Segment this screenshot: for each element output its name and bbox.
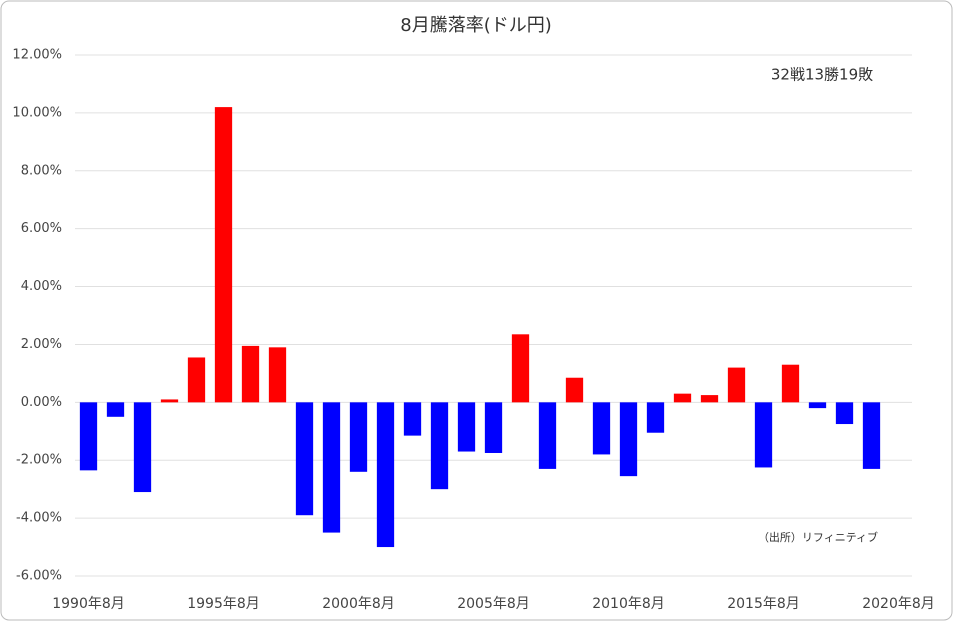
bar (619, 402, 638, 477)
y-tick-label: -6.00% (16, 569, 62, 584)
x-tick-label: 2010年8月 (592, 596, 665, 612)
source-note: （出所）リフィニティブ (758, 530, 878, 544)
bar (781, 364, 800, 403)
bar (430, 402, 449, 490)
y-tick-label: 12.00% (12, 48, 62, 63)
y-tick-label: -2.00% (16, 453, 62, 468)
bar (187, 357, 206, 403)
y-tick-label: 0.00% (21, 395, 62, 410)
y-tick-label: 4.00% (21, 279, 62, 294)
x-tick-label: 2020年8月 (862, 596, 935, 612)
bar (295, 402, 314, 516)
bar (376, 402, 395, 548)
bar (862, 402, 881, 469)
bar (592, 402, 611, 455)
bar (322, 402, 341, 533)
bar (835, 402, 854, 425)
bar (484, 402, 503, 453)
chart-title: 8月騰落率(ドル円) (400, 15, 552, 36)
bar (808, 402, 827, 409)
bar (106, 402, 125, 417)
y-tick-label: 2.00% (21, 337, 62, 352)
x-tick-label: 2015年8月 (727, 596, 800, 612)
bar (754, 402, 773, 468)
y-tick-label: 6.00% (21, 221, 62, 236)
y-tick-label: -4.00% (16, 511, 62, 526)
y-tick-label: 10.00% (12, 105, 62, 120)
bar (214, 107, 233, 403)
bar (268, 347, 287, 403)
bar (349, 402, 368, 472)
bar (565, 377, 584, 403)
x-tick-label: 1995年8月 (187, 596, 260, 612)
bar (646, 402, 665, 433)
bar (511, 334, 530, 403)
x-tick-label: 2000年8月 (322, 596, 395, 612)
bar (727, 367, 746, 403)
bar (241, 345, 260, 403)
x-tick-label: 1990年8月 (52, 596, 125, 612)
bar (700, 395, 719, 403)
bar (160, 399, 179, 403)
y-tick-label: 8.00% (21, 163, 62, 178)
bar (538, 402, 557, 469)
bar (133, 402, 152, 493)
x-tick-label: 2005年8月 (457, 596, 530, 612)
annotation: 32戦13勝19敗 (771, 66, 873, 84)
bar (403, 402, 422, 436)
bar (457, 402, 476, 452)
bar (673, 393, 692, 403)
bar (79, 402, 98, 471)
